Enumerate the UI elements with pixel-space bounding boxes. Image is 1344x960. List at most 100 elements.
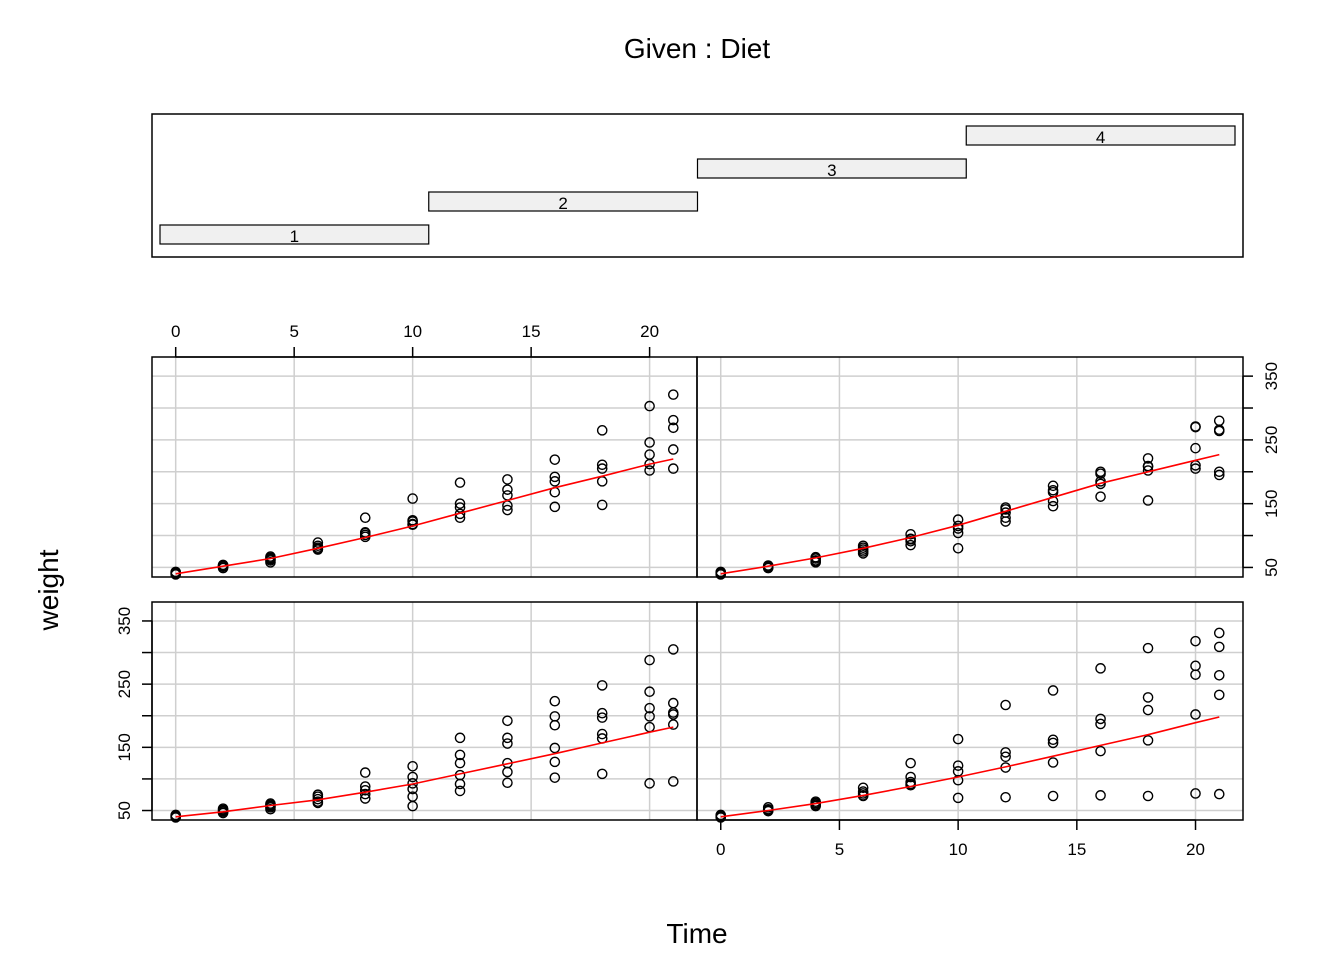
panel-diet-3 [151, 356, 698, 580]
data-point [454, 502, 466, 513]
x-tick-label: 5 [835, 840, 844, 859]
interval-bar [696, 158, 967, 179]
data-point [1095, 713, 1106, 725]
y-tick-label: 350 [115, 607, 134, 635]
data-point [1190, 421, 1201, 433]
data-point [1190, 635, 1201, 647]
smooth-fit-line [175, 726, 674, 818]
scatter-points [170, 644, 679, 823]
data-point [644, 449, 655, 460]
data-point [359, 788, 371, 800]
y-tick-label: 150 [115, 733, 134, 761]
data-point [952, 543, 964, 554]
data-point [1095, 466, 1106, 478]
data-point [549, 772, 561, 783]
interval-bar [159, 224, 430, 245]
conditioning-panel: 1 2 3 4 [151, 113, 1244, 258]
data-point [905, 528, 916, 540]
data-point [1047, 500, 1059, 512]
data-point [1142, 704, 1154, 716]
data-point [1047, 790, 1059, 802]
conditioning-interval-2: 2 [428, 191, 699, 213]
data-point [407, 800, 418, 812]
data-point [644, 702, 655, 714]
data-point [1213, 466, 1225, 478]
data-point [1213, 669, 1225, 681]
data-point [1213, 788, 1225, 800]
chart-title: Given : Diet [624, 33, 770, 64]
conditioning-panel-frame [151, 113, 1244, 258]
data-point [502, 484, 513, 495]
data-point [359, 781, 371, 792]
data-point [265, 803, 276, 815]
y-axis-left: 50 150 250 350 [115, 607, 153, 820]
panel-grid [697, 602, 1243, 820]
data-point [668, 414, 679, 426]
data-point [502, 777, 513, 789]
smooth-fit-line [720, 453, 1220, 575]
data-point [359, 512, 371, 523]
data-point [502, 766, 513, 778]
data-point [549, 756, 561, 768]
data-point [668, 444, 679, 455]
x-tick-label: 0 [171, 322, 180, 341]
data-point [644, 711, 655, 722]
data-point [549, 742, 561, 754]
data-point [1095, 790, 1106, 801]
data-point [359, 767, 371, 778]
x-tick-label: 10 [949, 840, 968, 859]
data-point [596, 680, 608, 691]
data-point [1095, 663, 1106, 674]
data-point [312, 540, 324, 552]
data-point [454, 477, 466, 488]
x-axis-top: 0 5 10 15 20 [171, 322, 659, 358]
data-point [1213, 627, 1225, 639]
data-point [454, 732, 466, 744]
data-point [454, 785, 466, 797]
data-point [502, 732, 513, 744]
data-point [596, 476, 608, 487]
data-point [905, 771, 916, 783]
data-point [312, 797, 324, 809]
x-tick-label: 5 [289, 322, 298, 341]
data-point [905, 757, 916, 769]
data-point [1000, 512, 1011, 523]
data-point [1142, 692, 1154, 703]
data-point [762, 562, 774, 574]
data-point [549, 711, 561, 722]
y-axis-title: weight [33, 549, 64, 631]
data-point [596, 499, 608, 511]
data-point [502, 715, 513, 727]
data-point [952, 523, 964, 534]
data-point [407, 771, 418, 783]
data-point [217, 803, 229, 814]
x-axis-title: Time [666, 918, 727, 949]
data-point [549, 454, 561, 465]
data-point [359, 793, 371, 804]
x-tick-label: 10 [403, 322, 422, 341]
data-point [596, 459, 608, 471]
data-point [668, 389, 679, 400]
data-point [1000, 699, 1011, 711]
data-point [265, 551, 276, 562]
data-point [644, 686, 655, 698]
data-point [668, 644, 679, 655]
data-point [857, 782, 869, 794]
data-point [1142, 495, 1154, 506]
x-tick-label: 20 [640, 322, 659, 341]
data-point [1000, 747, 1011, 758]
data-point [1000, 791, 1011, 803]
x-tick-label: 15 [1067, 840, 1086, 859]
data-point [454, 757, 466, 769]
smooth-fit-line [720, 716, 1220, 818]
data-point [1142, 790, 1154, 802]
data-point [1213, 641, 1225, 653]
data-point [1047, 737, 1059, 749]
data-point [596, 768, 608, 780]
data-point [1213, 689, 1225, 701]
data-point [549, 476, 561, 487]
panel-diet-2 [696, 601, 1244, 823]
data-point [1000, 751, 1011, 763]
data-point [1047, 734, 1059, 746]
